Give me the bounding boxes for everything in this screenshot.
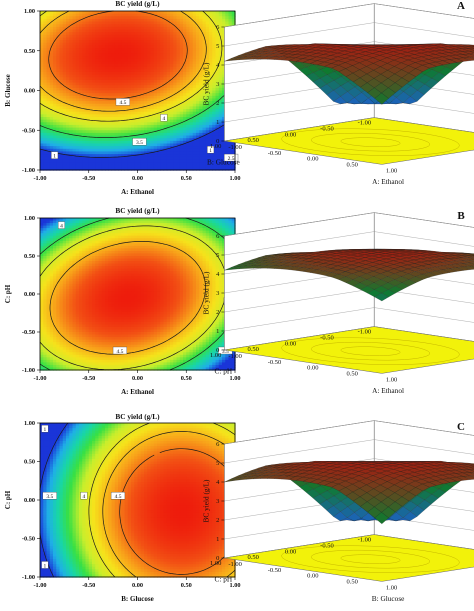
x-axis-label: A: Ethanol: [121, 188, 154, 196]
y-tick-label: 1.00: [24, 8, 35, 15]
y-tick-label: 0.00: [24, 88, 35, 95]
y-tick-label: 0.50: [24, 48, 35, 55]
contour-label: 4: [162, 116, 165, 122]
contour-label: 1: [53, 153, 56, 159]
contour-label: 3.5: [136, 140, 143, 146]
y-tick-label: -1.00: [22, 167, 35, 174]
x-tick-label: 0.00: [132, 175, 143, 182]
chart-title: BC yield (g/L): [115, 0, 160, 8]
x-tick-label: 1.00: [229, 175, 240, 182]
x-tick-label: -1.00: [33, 175, 46, 182]
y-tick-label: -0.50: [22, 127, 35, 134]
x-tick-label: 0.50: [181, 175, 192, 182]
y-axis-label: B: Glucose: [4, 74, 12, 106]
x-tick-label: -0.50: [82, 175, 95, 182]
contour-label: 4.5: [119, 100, 126, 106]
